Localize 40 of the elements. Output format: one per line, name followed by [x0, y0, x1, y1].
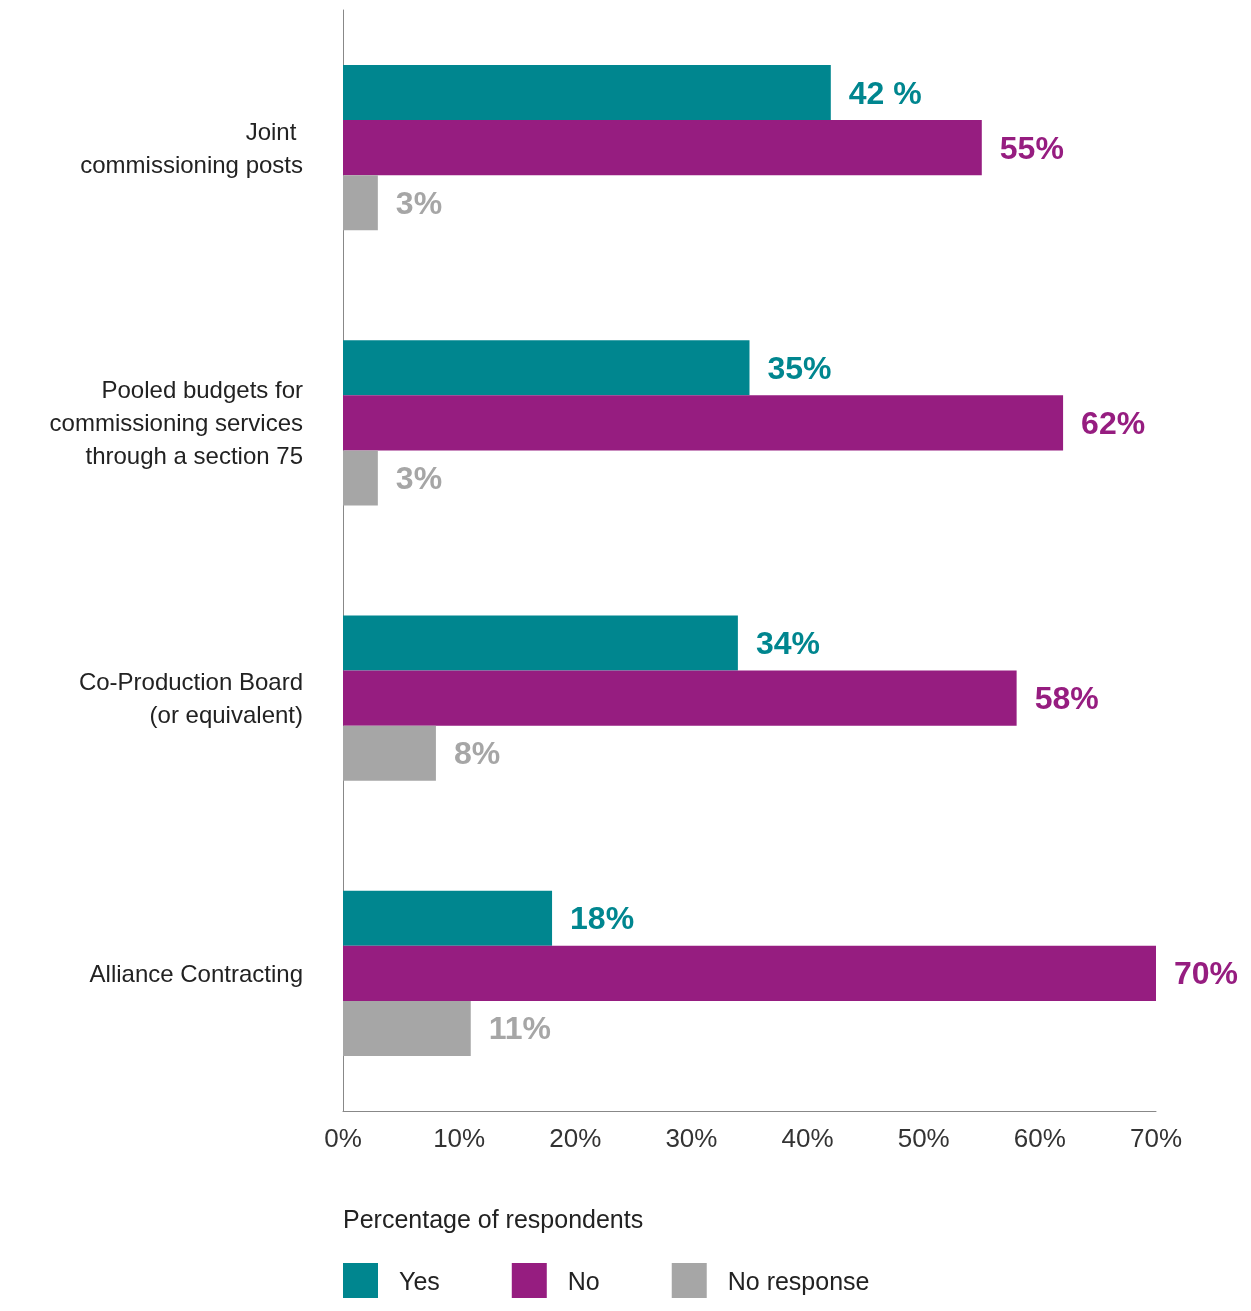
bar	[343, 945, 1156, 1001]
bar	[343, 725, 436, 781]
bar	[343, 340, 750, 396]
bar	[343, 1000, 471, 1056]
legend-label: Yes	[399, 1266, 440, 1295]
data-label: 55%	[999, 129, 1064, 166]
data-label: 34%	[755, 625, 820, 662]
x-tick-label: 0%	[324, 1123, 362, 1153]
data-label: 3%	[395, 459, 443, 496]
data-label: 3%	[395, 184, 443, 221]
x-tick-label: 60%	[1013, 1123, 1066, 1153]
bar	[343, 670, 1017, 726]
data-label: 35%	[767, 349, 832, 386]
y-tick-label: Co-Production Board (or equivalent)	[78, 668, 303, 729]
y-tick-label: Joint commissioning posts	[80, 117, 303, 178]
x-tick-label: 20%	[549, 1123, 602, 1153]
bar	[343, 175, 378, 231]
data-label: 42 %	[848, 74, 922, 111]
y-tick-label: Pooled budgets for commissioning services through a section 75	[49, 376, 303, 470]
legend-label: No response	[727, 1266, 870, 1295]
data-label: 8%	[453, 735, 501, 772]
bar	[343, 65, 831, 121]
data-label: 70%	[1174, 955, 1239, 992]
x-axis-title: Percentage of respondents	[343, 1204, 644, 1233]
y-tick-label: Alliance Contracting	[89, 959, 303, 987]
bar	[343, 120, 982, 176]
bar	[343, 615, 738, 671]
data-label: 11%	[488, 1010, 552, 1047]
bar	[343, 395, 1064, 451]
data-label: 18%	[570, 900, 635, 937]
x-tick-label: 70%	[1129, 1123, 1183, 1153]
legend-label: No	[567, 1266, 600, 1295]
data-label: 58%	[1034, 680, 1099, 717]
x-tick-label: 10%	[433, 1123, 486, 1153]
x-tick-label: 40%	[781, 1123, 834, 1153]
data-label: 62%	[1081, 404, 1146, 441]
bar	[343, 890, 553, 946]
x-tick-label: 50%	[897, 1123, 950, 1153]
bar	[343, 450, 378, 506]
x-tick-label: 30%	[665, 1123, 718, 1153]
